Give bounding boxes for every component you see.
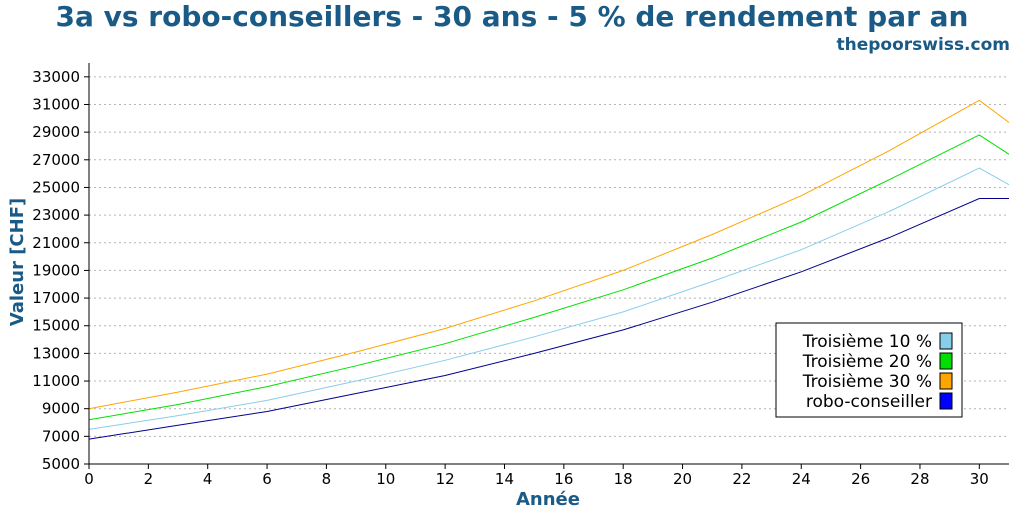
legend-label: Troisième 30 % bbox=[802, 372, 932, 392]
x-tick-label: 24 bbox=[792, 470, 811, 488]
legend-label: robo-conseiller bbox=[806, 392, 932, 412]
legend-swatch bbox=[939, 372, 953, 390]
y-tick-label: 5000 bbox=[42, 455, 80, 473]
x-axis-label: Année bbox=[516, 489, 580, 510]
y-tick-label: 31000 bbox=[32, 95, 80, 113]
y-tick-label: 33000 bbox=[32, 68, 80, 86]
series-line bbox=[88, 198, 1009, 440]
x-tick-label: 28 bbox=[910, 470, 929, 488]
series-line bbox=[88, 134, 1010, 421]
legend-label: Troisième 10 % bbox=[802, 332, 932, 352]
legend-label: Troisième 20 % bbox=[802, 352, 932, 372]
x-tick-label: 12 bbox=[436, 470, 455, 488]
x-tick-label: 16 bbox=[554, 470, 573, 488]
legend-swatch bbox=[939, 332, 953, 350]
legend-swatch bbox=[939, 352, 953, 370]
y-tick-label: 29000 bbox=[32, 123, 80, 141]
y-tick-label: 23000 bbox=[32, 206, 80, 224]
y-ticks: 5000 7000 9000 11000 13000 15000 17000 19000 210… bbox=[32, 68, 89, 473]
y-tick-label: 19000 bbox=[32, 261, 80, 279]
y-tick-label: 7000 bbox=[42, 427, 80, 445]
x-tick-label: 18 bbox=[614, 470, 633, 488]
x-tick-label: 8 bbox=[322, 470, 332, 488]
legend-box bbox=[775, 322, 963, 418]
x-tick-label: 22 bbox=[732, 470, 751, 488]
series-line bbox=[88, 167, 1010, 430]
legend: Troisième 10 %Troisième 20 %Troisième 30… bbox=[775, 322, 963, 418]
series-line bbox=[88, 99, 1010, 410]
y-tick-label: 17000 bbox=[32, 289, 80, 307]
x-tick-label: 20 bbox=[673, 470, 692, 488]
x-tick-label: 30 bbox=[970, 470, 989, 488]
axes bbox=[88, 63, 1009, 465]
x-tick-label: 6 bbox=[262, 470, 272, 488]
y-tick-label: 13000 bbox=[32, 344, 80, 362]
chart-title: 3a vs robo-conseillers - 30 ans - 5 % de… bbox=[55, 0, 969, 33]
y-tick-label: 9000 bbox=[42, 400, 80, 418]
x-tick-label: 4 bbox=[203, 470, 213, 488]
y-tick-label: 11000 bbox=[32, 372, 80, 390]
y-tick-label: 25000 bbox=[32, 178, 80, 196]
x-tick-label: 10 bbox=[376, 470, 395, 488]
x-ticks: 0 2 4 6 8 10 12 14 16 18 20 22 24 26 28 30 bbox=[84, 464, 989, 488]
grid-lines bbox=[89, 76, 1009, 437]
series-lines bbox=[88, 99, 1010, 440]
x-tick-label: 26 bbox=[851, 470, 870, 488]
chart-subtitle: thepoorswiss.com bbox=[836, 35, 1011, 55]
y-axis-label: Valeur [CHF] bbox=[7, 198, 28, 326]
x-tick-label: 0 bbox=[84, 470, 94, 488]
y-tick-label: 27000 bbox=[32, 151, 80, 169]
legend-swatch bbox=[939, 392, 953, 410]
x-tick-label: 2 bbox=[144, 470, 154, 488]
y-tick-label: 21000 bbox=[32, 234, 80, 252]
x-tick-label: 14 bbox=[495, 470, 514, 488]
y-tick-label: 15000 bbox=[32, 317, 80, 335]
